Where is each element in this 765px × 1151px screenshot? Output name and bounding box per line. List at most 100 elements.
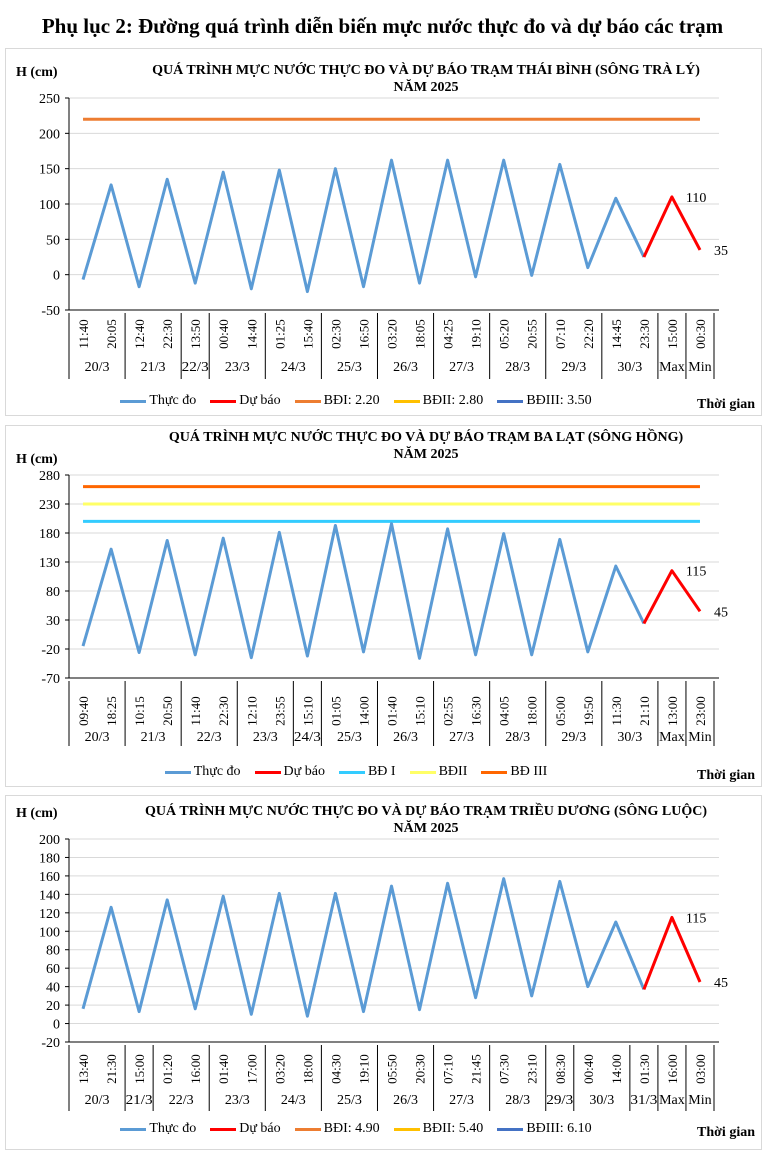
x-tick-label: 02:30 [328, 319, 343, 349]
y-tick-label: 100 [39, 198, 60, 213]
x-tick-label: 20:05 [104, 319, 119, 349]
data-label: 115 [686, 565, 706, 580]
x-tick-label: 13:00 [665, 696, 680, 726]
legend-swatch [210, 1127, 237, 1131]
legend-label: BĐIII: 3.50 [526, 393, 592, 408]
chart-title: QUÁ TRÌNH MỰC NƯỚC THỰC ĐO VÀ DỰ BÁO TRẠ… [106, 62, 746, 96]
x-group-label: Max [659, 730, 685, 745]
x-tick-label: 00:30 [693, 319, 708, 349]
x-tick-label: 17:00 [244, 1054, 259, 1084]
x-tick-label: 11:40 [188, 696, 203, 725]
x-group-label: 25/3 [337, 360, 362, 375]
x-group-label: 21/3 [126, 1093, 153, 1108]
x-tick-label: 00:40 [216, 319, 231, 349]
x-tick-label: 14:00 [356, 696, 371, 726]
legend-swatch [120, 1127, 147, 1131]
legend-label: Thực đo [193, 764, 241, 779]
data-label: 110 [686, 191, 706, 206]
y-tick-label: 100 [39, 925, 60, 940]
legend-label: Thực đo [149, 1121, 197, 1136]
x-tick-label: 13:50 [188, 319, 203, 349]
legend-swatch [497, 399, 524, 403]
legend-label: BĐII: 2.80 [422, 393, 484, 408]
x-group-label: Max [659, 1093, 685, 1108]
x-group-label: 24/3 [281, 1093, 306, 1108]
y-axis-label: H (cm) [16, 65, 58, 80]
x-group-label: 28/3 [505, 360, 530, 375]
legend-label: BĐI: 4.90 [323, 1121, 380, 1136]
y-tick-label: 80 [46, 585, 60, 600]
legend-item: Thực đo [120, 1121, 196, 1137]
x-axis-title: Thời gian [697, 768, 755, 783]
y-tick-label: 250 [39, 92, 60, 107]
y-tick-label: 60 [46, 962, 60, 977]
x-tick-label: 19:10 [356, 1054, 371, 1084]
x-tick-label: 04:25 [441, 319, 456, 349]
x-group-label: 21/3 [141, 360, 166, 375]
x-tick-label: 07:10 [553, 319, 568, 349]
x-tick-label: 01:20 [160, 1054, 175, 1084]
x-group-label: 26/3 [393, 1093, 418, 1108]
legend: Thực đo Dự báo BĐ I BĐII BĐ III [6, 764, 706, 780]
y-tick-label: 40 [46, 981, 60, 996]
x-tick-label: 19:10 [469, 319, 484, 349]
y-tick-label: 0 [53, 1018, 60, 1033]
x-group-label: 24/3 [294, 730, 321, 745]
chart-svg: -50 0 50 100 150 200 250 110 35 11:40 20:05 12:40 22… [39, 92, 728, 379]
chart-title-line2: NĂM 2025 [393, 821, 459, 836]
x-tick-label: 15:40 [300, 319, 315, 349]
data-label: 35 [714, 244, 728, 259]
y-tick-label: -70 [41, 672, 60, 687]
legend-item: BĐI: 4.90 [294, 1121, 380, 1137]
x-tick-label: 03:20 [385, 319, 400, 349]
chart-title: QUÁ TRÌNH MỰC NƯỚC THỰC ĐO VÀ DỰ BÁO TRẠ… [106, 803, 746, 837]
data-label: 115 [686, 911, 706, 926]
chart-ba-lat: -70 -20 30 80 130 180 230 280 115 45 09:40 18:25 10:… [5, 425, 762, 787]
legend-label: Thực đo [149, 393, 197, 408]
y-tick-label: -20 [41, 643, 60, 658]
y-tick-label: 30 [46, 614, 60, 629]
legend-swatch [497, 1127, 524, 1131]
chart-title-line2: NĂM 2025 [393, 80, 459, 95]
x-tick-label: 07:30 [497, 1054, 512, 1084]
x-group-label: 22/3 [182, 360, 209, 375]
chart-title: QUÁ TRÌNH MỰC NƯỚC THỰC ĐO VÀ DỰ BÁO TRẠ… [106, 429, 746, 463]
legend-swatch [338, 770, 365, 774]
x-tick-label: 16:30 [469, 696, 484, 726]
x-tick-label: 14:00 [609, 1054, 624, 1084]
x-group-label: 31/3 [630, 1093, 657, 1108]
legend-label: BĐ III [510, 764, 548, 779]
x-group-label: 29/3 [561, 360, 586, 375]
x-tick-label: 00:40 [581, 1054, 596, 1084]
legend-item: BĐI: 2.20 [294, 393, 380, 409]
page-title: Phụ lục 2: Đường quá trình diễn biến mực… [41, 14, 724, 38]
x-tick-label: 11:40 [76, 319, 91, 348]
legend-item: BĐIII: 6.10 [497, 1121, 592, 1137]
legend-swatch [164, 770, 191, 774]
y-tick-label: 160 [39, 870, 60, 885]
x-group-label: 25/3 [337, 1093, 362, 1108]
x-group-label: Max [659, 360, 685, 375]
x-tick-label: 10:15 [132, 696, 147, 726]
legend-label: BĐ I [367, 764, 396, 779]
legend-item: BĐII: 2.80 [393, 393, 484, 409]
y-tick-label: 280 [39, 469, 60, 484]
x-group-label: 26/3 [393, 730, 418, 745]
x-tick-label: 18:00 [300, 1054, 315, 1084]
legend-item: Thực đo [164, 764, 241, 780]
y-tick-label: 200 [39, 127, 60, 142]
observed-series-line [81, 158, 646, 294]
y-tick-label: 150 [39, 163, 60, 178]
x-tick-label: 13:40 [76, 1054, 91, 1084]
x-tick-label: 21:30 [104, 1054, 119, 1084]
y-tick-label: 20 [46, 999, 60, 1014]
chart-svg: -70 -20 30 80 130 180 230 280 115 45 09:40 18:25 10:… [39, 469, 728, 746]
x-tick-label: 23:10 [525, 1054, 540, 1084]
x-tick-label: 07:10 [441, 1054, 456, 1084]
x-group-label: 27/3 [449, 730, 474, 745]
x-group-label: 23/3 [225, 360, 250, 375]
y-tick-label: 50 [46, 233, 60, 248]
x-tick-label: 12:40 [132, 319, 147, 349]
observed-series-line [81, 877, 646, 1018]
x-group-label: 30/3 [617, 360, 642, 375]
